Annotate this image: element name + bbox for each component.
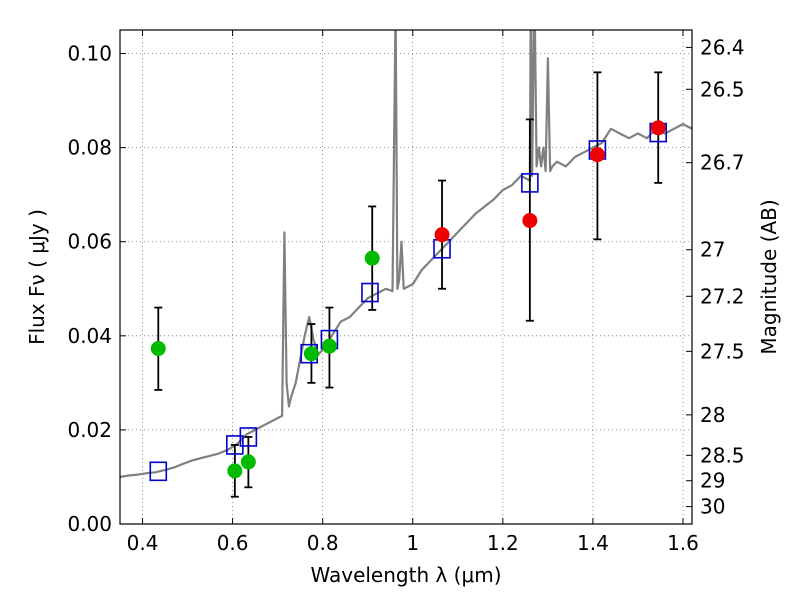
x-tick-label: 1.2	[487, 531, 519, 555]
right-tick-label: 29	[700, 469, 725, 493]
model-flux-point	[521, 173, 539, 193]
observed-flux-point	[589, 147, 605, 163]
right-axis-label: Magnitude (AB)	[757, 199, 781, 354]
x-tick-label: 0.4	[127, 531, 159, 555]
observed-flux-point	[240, 454, 256, 470]
observed-flux-point	[364, 250, 380, 266]
observed-flux-point	[434, 227, 450, 243]
plot-frame	[119, 29, 693, 525]
axes: 0.4 0.6 0.8 1 1.2 1.4 1.6 0.00 0.02 0.04 0.06 0.08 0…	[67, 30, 745, 555]
x-tick-label: 0.8	[307, 531, 339, 555]
right-tick-label: 26.7	[700, 151, 745, 175]
right-tick-label: 27.2	[700, 284, 745, 308]
model-flux-point	[361, 282, 379, 303]
observed-flux-point	[227, 463, 243, 479]
y-tick-label: 0.00	[67, 512, 112, 536]
observed-flux-point	[150, 341, 166, 357]
model-flux-point	[226, 435, 244, 455]
y-tick-label: 0.10	[67, 42, 112, 66]
model-flux-point	[239, 427, 258, 447]
x-tick-label: 0.6	[217, 531, 249, 555]
x-tick-label: 1.6	[667, 531, 699, 555]
y-axis-label: Flux Fν ( μJy )	[25, 209, 49, 345]
observed-flux-point	[522, 213, 538, 229]
y-tick-label: 0.02	[67, 418, 112, 442]
model-spectrum-line	[120, 30, 692, 479]
x-axis-label: Wavelength λ (μm)	[310, 563, 501, 587]
y-tick-label: 0.06	[67, 230, 112, 254]
right-tick-label: 27	[700, 238, 725, 262]
y-tick-label: 0.08	[67, 136, 112, 160]
observed-flux-point	[303, 346, 319, 362]
right-tick-label: 28.5	[700, 443, 745, 467]
observed-flux-point	[321, 338, 337, 354]
y-tick-label: 0.04	[67, 324, 112, 348]
x-tick-label: 1	[406, 531, 419, 555]
right-tick-label: 27.5	[700, 339, 745, 363]
right-tick-label: 30	[700, 495, 725, 519]
right-tick-label: 26.5	[700, 77, 745, 101]
right-tick-label: 28	[700, 403, 725, 427]
grid-lines	[120, 30, 692, 525]
x-tick-label: 1.4	[577, 531, 609, 555]
right-tick-label: 26.4	[700, 35, 745, 59]
model-flux-point	[149, 461, 168, 482]
observed-flux-point	[650, 120, 666, 136]
plot-area	[120, 30, 692, 498]
